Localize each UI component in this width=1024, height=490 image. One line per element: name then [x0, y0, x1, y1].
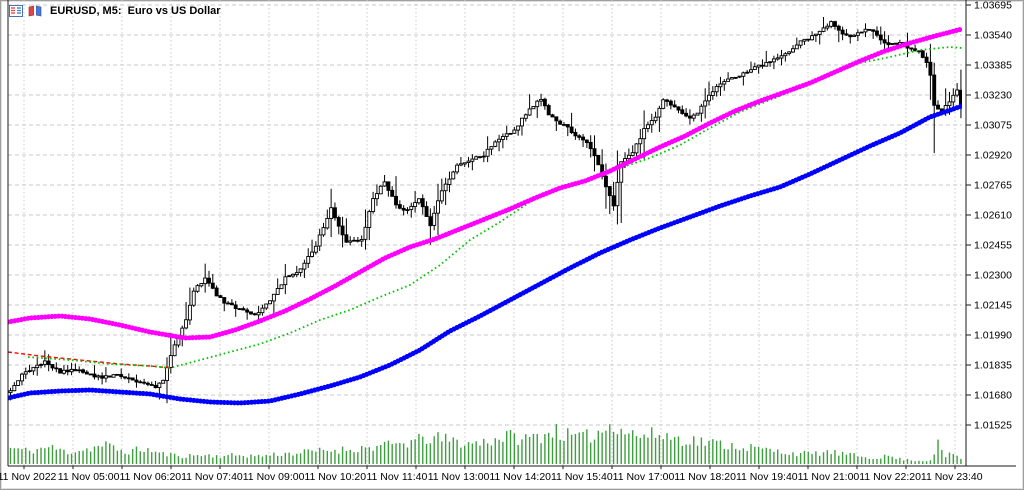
svg-text:11 Nov 05:00: 11 Nov 05:00 — [58, 471, 120, 483]
ma-fast-falling-segment — [8, 351, 173, 369]
svg-text:11 Nov 22:20: 11 Nov 22:20 — [859, 471, 921, 483]
svg-text:11 Nov 14:20: 11 Nov 14:20 — [489, 471, 551, 483]
svg-text:11 Nov 18:20: 11 Nov 18:20 — [674, 471, 736, 483]
x-axis-labels: 11 Nov 2022 11 Nov 05:00 11 Nov 06:20 11 No… — [0, 466, 983, 483]
svg-text:11 Nov 06:20: 11 Nov 06:20 — [119, 471, 181, 483]
y-axis-labels: 1.03695 1.03540 1.03385 1.03230 1.03075 1.029… — [966, 0, 1012, 432]
svg-text:1.03385: 1.03385 — [974, 60, 1012, 72]
chart-title: EURUSD, M5: Euro vs US Dollar — [50, 5, 221, 17]
svg-text:11 Nov 15:40: 11 Nov 15:40 — [551, 471, 613, 483]
svg-text:11 Nov 13:00: 11 Nov 13:00 — [428, 471, 490, 483]
ma-fast-rising — [27, 46, 962, 369]
svg-text:1.03695: 1.03695 — [974, 0, 1012, 12]
candles-layer — [8, 16, 962, 404]
svg-text:1.01680: 1.01680 — [974, 390, 1012, 402]
svg-text:11 Nov 07:40: 11 Nov 07:40 — [181, 471, 243, 483]
svg-text:1.02300: 1.02300 — [974, 270, 1012, 282]
svg-text:11 Nov 23:40: 11 Nov 23:40 — [921, 471, 983, 483]
svg-text:11 Nov 19:40: 11 Nov 19:40 — [736, 471, 798, 483]
svg-text:11 Nov 17:00: 11 Nov 17:00 — [613, 471, 675, 483]
svg-text:11 Nov 11:40: 11 Nov 11:40 — [366, 471, 427, 483]
svg-text:1.03075: 1.03075 — [974, 120, 1012, 132]
svg-text:1.01990: 1.01990 — [974, 330, 1012, 342]
svg-text:1.02145: 1.02145 — [974, 300, 1012, 312]
ma-medium — [8, 26, 962, 341]
ma-slow — [8, 103, 962, 406]
svg-text:11 Nov 10:20: 11 Nov 10:20 — [304, 471, 366, 483]
svg-text:1.02920: 1.02920 — [974, 150, 1012, 162]
svg-text:1.02765: 1.02765 — [974, 180, 1012, 192]
svg-text:1.01525: 1.01525 — [974, 420, 1012, 432]
svg-text:1.02610: 1.02610 — [974, 210, 1012, 222]
svg-text:11 Nov 2022: 11 Nov 2022 — [0, 471, 57, 483]
volume-bars — [9, 424, 962, 464]
svg-text:11 Nov 09:00: 11 Nov 09:00 — [243, 471, 305, 483]
one-click-trading-icon[interactable] — [28, 5, 42, 17]
svg-text:1.02455: 1.02455 — [974, 240, 1012, 252]
chart-header: EURUSD, M5: Euro vs US Dollar — [9, 5, 221, 17]
svg-text:11 Nov 21:00: 11 Nov 21:00 — [798, 471, 860, 483]
svg-text:1.03540: 1.03540 — [974, 30, 1012, 42]
depth-of-market-icon[interactable] — [9, 5, 23, 17]
svg-text:1.01835: 1.01835 — [974, 360, 1012, 372]
svg-text:1.03230: 1.03230 — [974, 90, 1012, 102]
axes-layer — [7, 0, 1016, 467]
